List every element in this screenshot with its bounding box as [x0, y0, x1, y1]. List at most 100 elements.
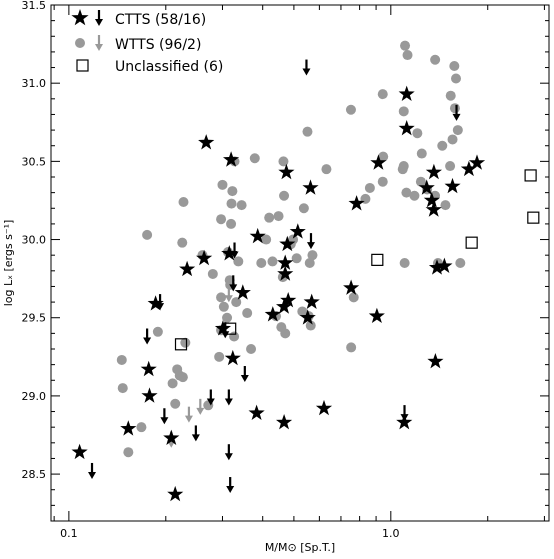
ctts-star-point — [224, 349, 241, 366]
ctts-star-point — [427, 353, 444, 369]
wtts-circle-point — [246, 344, 257, 354]
wtts-circle-point — [398, 161, 409, 172]
unclassified-square-point — [527, 211, 540, 224]
legend-item-ctts: CTTS (58/16) — [71, 9, 206, 28]
ctts-upper-limit-arrow — [226, 477, 235, 494]
legend-item-wtts: WTTS (96/2) — [75, 35, 201, 53]
wtts-circle-point — [218, 301, 229, 312]
wtts-circle-point — [170, 398, 181, 409]
wtts-circle-point — [307, 250, 318, 261]
wtts-circle-point — [273, 211, 284, 222]
wtts-circle-point — [449, 103, 460, 114]
wtts-circle-point — [267, 256, 278, 267]
y-tick-label: 31.5 — [22, 0, 47, 12]
legend-circle-marker — [75, 38, 85, 48]
plot-frame — [50, 4, 550, 522]
ctts-star-point — [303, 293, 320, 309]
ctts-upper-limit-arrow — [229, 275, 238, 292]
wtts-circle-point — [451, 73, 462, 84]
y-tick-label: 29.5 — [22, 312, 47, 325]
wtts-circle-point — [409, 190, 420, 201]
ctts-star-point — [71, 443, 88, 460]
legend-star-marker — [71, 9, 89, 26]
ctts-upper-limit-arrow — [160, 408, 169, 425]
ctts-star-point — [141, 387, 158, 403]
y-tick-label: 29.0 — [22, 390, 47, 403]
ctts-star-point — [223, 151, 240, 167]
wtts-circle-point — [227, 186, 238, 197]
wtts-circle-point — [222, 312, 233, 323]
ctts-upper-limit-arrow — [143, 328, 152, 345]
ctts-star-point — [370, 154, 387, 170]
ctts-star-point — [277, 254, 294, 270]
ctts-star-point — [428, 259, 445, 275]
ctts-upper-limit-arrow — [88, 462, 97, 479]
wtts-circle-point — [348, 292, 359, 303]
wtts-circle-point — [305, 320, 316, 331]
legend-item-unclassified: Unclassified (6) — [76, 59, 223, 75]
wtts-upper-limit-arrow — [184, 406, 193, 423]
wtts-circle-point — [256, 258, 267, 268]
wtts-circle-point — [437, 140, 448, 151]
wtts-circle-point — [180, 337, 191, 348]
wtts-circle-point — [398, 106, 409, 117]
ctts-star-point — [398, 120, 415, 136]
wtts-circle-point — [399, 258, 410, 268]
ctts-star-point — [423, 192, 440, 208]
wtts-circle-point — [167, 378, 178, 389]
ctts-star-point — [398, 85, 415, 101]
wtts-circle-point — [264, 212, 275, 223]
wtts-circle-point — [236, 200, 247, 211]
wtts-circle-point — [280, 328, 291, 339]
chart-marks — [71, 40, 540, 502]
legend-wtts-arrow-marker — [95, 35, 103, 51]
wtts-circle-point — [364, 182, 375, 193]
wtts-circle-point — [278, 156, 289, 167]
ctts-star-point — [140, 360, 157, 377]
unclassified-square-point — [174, 338, 188, 351]
ctts-star-point — [343, 279, 360, 295]
wtts-upper-limit-arrow — [196, 398, 205, 415]
wtts-circle-point — [177, 237, 188, 248]
wtts-circle-point — [449, 60, 460, 71]
ctts-star-point — [299, 309, 316, 325]
wtts-circle-point — [378, 151, 389, 162]
ctts-star-point — [234, 284, 251, 300]
legend-label-ctts: CTTS (58/16) — [115, 12, 206, 28]
wtts-circle-point — [216, 214, 227, 225]
ctts-star-point — [179, 260, 196, 277]
unclassified-square-point — [224, 322, 237, 335]
x-axis-title: M/M⊙ [Sp.T.] — [265, 541, 335, 554]
unclassified-square-point — [524, 169, 537, 182]
ctts-star-point — [468, 154, 486, 170]
wtts-circle-point — [346, 342, 357, 353]
ctts-star-point — [418, 179, 435, 195]
wtts-circle-point — [217, 179, 228, 190]
wtts-circle-point — [226, 218, 237, 229]
ctts-upper-limit-arrow — [306, 233, 315, 250]
ctts-star-point — [277, 265, 294, 281]
wtts-upper-limit-arrow — [224, 286, 233, 303]
wtts-circle-point — [430, 54, 441, 65]
wtts-circle-point — [445, 90, 456, 101]
ctts-star-point — [248, 404, 265, 420]
wtts-circle-point — [207, 268, 218, 279]
ctts-star-point — [167, 485, 184, 502]
ctts-star-point — [279, 235, 296, 252]
y-tick-label: 30.0 — [22, 234, 47, 247]
unclassified-square-point — [371, 253, 384, 266]
wtts-circle-point — [233, 256, 244, 267]
wtts-circle-point — [412, 128, 423, 139]
legend: CTTS (58/16) WTTS (96/2) Unclassified (6… — [71, 9, 223, 75]
wtts-circle-point — [447, 134, 458, 145]
ctts-star-point — [425, 163, 442, 180]
ctts-star-point — [198, 134, 215, 150]
ctts-star-point — [348, 195, 365, 211]
unclassified-square-point — [465, 236, 478, 249]
wtts-circle-point — [400, 40, 411, 51]
wtts-circle-point — [229, 331, 240, 342]
wtts-circle-point — [261, 234, 272, 245]
ctts-star-point — [264, 306, 281, 322]
wtts-circle-point — [152, 326, 163, 337]
